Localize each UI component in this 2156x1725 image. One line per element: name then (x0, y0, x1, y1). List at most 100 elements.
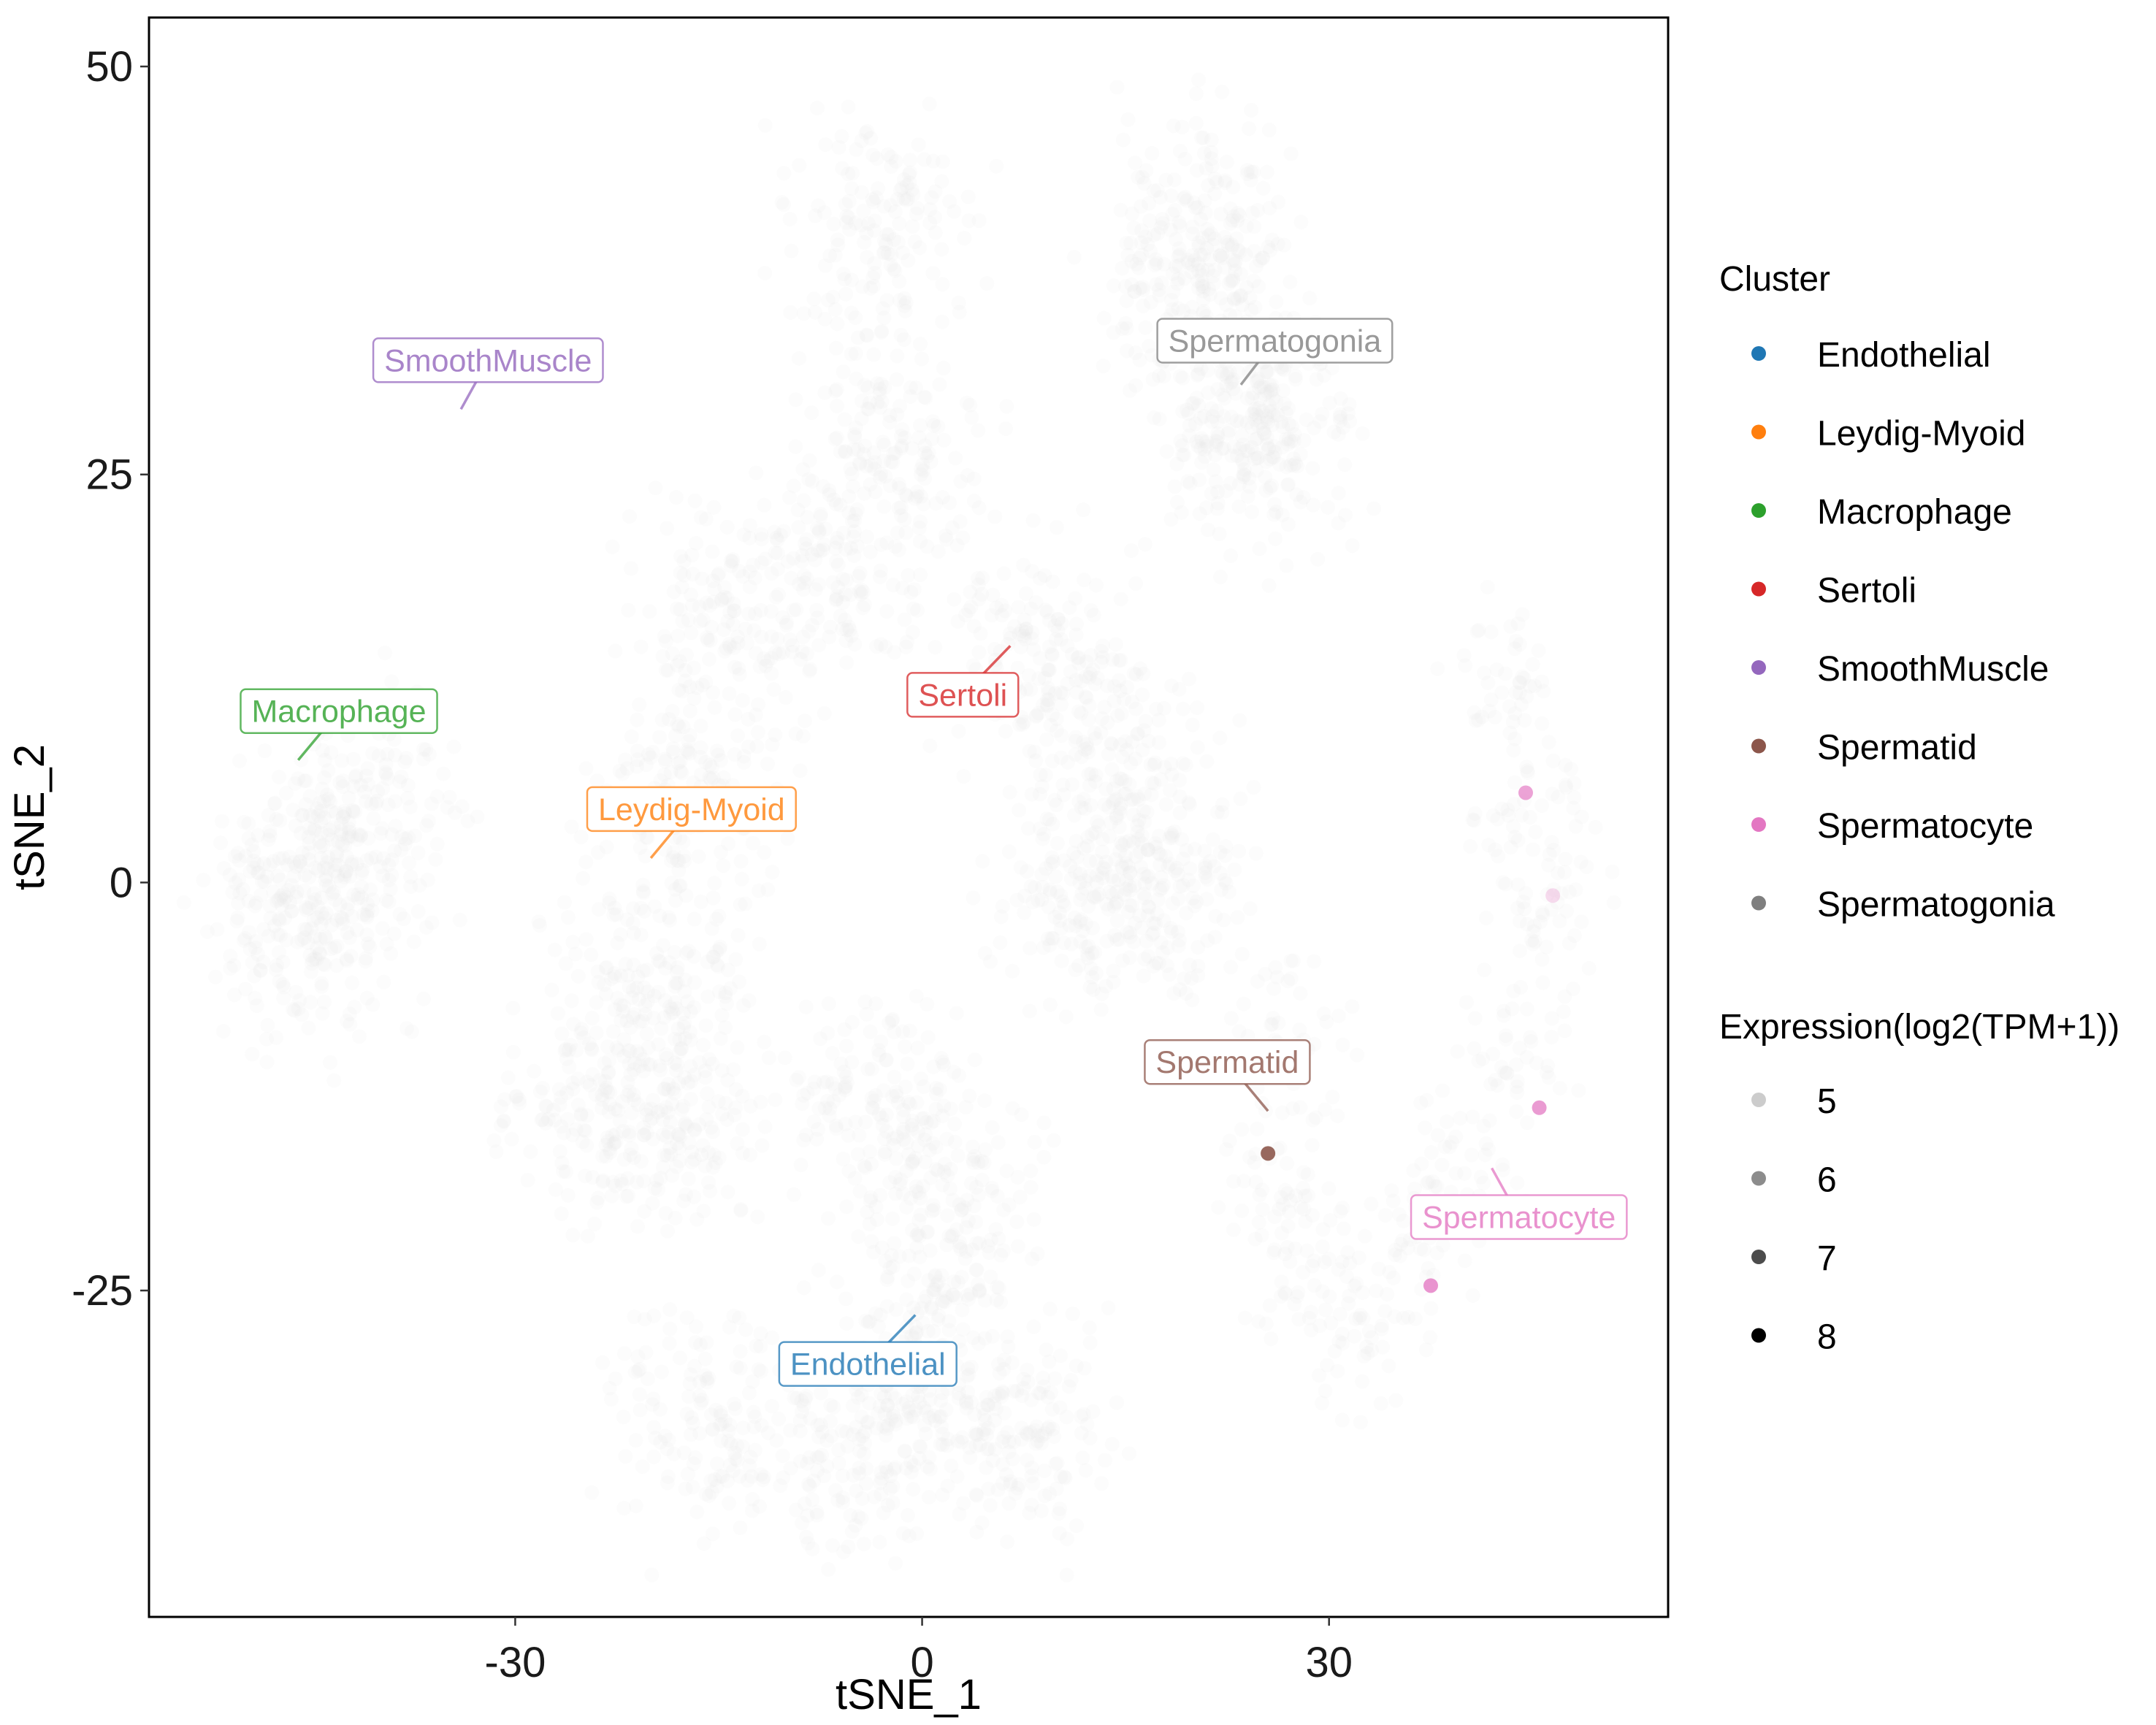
background-cell (749, 739, 765, 754)
background-cell (969, 1236, 985, 1251)
background-cell (1068, 918, 1083, 933)
background-cell (1275, 1197, 1291, 1212)
background-cell (1087, 945, 1103, 960)
background-cell (1115, 261, 1130, 276)
background-cell (1020, 1453, 1035, 1468)
background-cell (795, 630, 811, 645)
background-cell (738, 1322, 754, 1337)
background-cell (247, 968, 261, 984)
background-cell (917, 1293, 932, 1309)
background-cell (819, 1074, 835, 1090)
background-cell (1531, 643, 1546, 658)
background-cell (297, 930, 312, 945)
background-cell (909, 1240, 925, 1255)
background-cell (1254, 1228, 1269, 1243)
background-cell (1552, 1081, 1567, 1096)
background-cell (791, 1070, 806, 1085)
background-cell (1001, 1445, 1017, 1460)
background-cell (811, 1429, 827, 1445)
background-cell (1282, 1204, 1297, 1220)
background-cell (377, 645, 392, 660)
background-cell (706, 1160, 721, 1175)
background-cell (748, 646, 763, 661)
background-cell (899, 1163, 914, 1179)
background-cell (1150, 226, 1166, 241)
background-cell (747, 570, 762, 586)
background-cell (1118, 835, 1134, 850)
background-cell (343, 869, 358, 884)
background-cell (300, 935, 316, 950)
background-cell (885, 1011, 901, 1027)
background-cell (1263, 451, 1278, 467)
background-cell (1055, 686, 1071, 701)
background-cell (1345, 538, 1360, 554)
background-cell (625, 1010, 641, 1025)
background-cell (292, 993, 307, 1008)
background-cell (1335, 1037, 1350, 1052)
background-cell (419, 818, 434, 833)
background-cell (714, 1416, 729, 1431)
background-cell (936, 1164, 952, 1179)
background-cell (1263, 385, 1278, 400)
background-cell (1112, 771, 1128, 787)
background-cell (923, 1170, 939, 1185)
background-cell (822, 630, 837, 645)
background-cell (726, 596, 741, 611)
background-cell (535, 1080, 550, 1095)
background-cell (1146, 916, 1161, 931)
background-cell (1342, 413, 1358, 429)
background-cell (928, 1086, 944, 1101)
background-cell (876, 499, 892, 514)
background-cell (1148, 839, 1163, 854)
background-cell (672, 654, 687, 669)
background-cell (1539, 939, 1554, 955)
background-cell (959, 1401, 974, 1416)
legend-expression-title: Expression(log2(TPM+1)) (1719, 1008, 2119, 1047)
background-cell (1280, 437, 1296, 451)
cluster-label-spermatocyte: Spermatocyte (1422, 1201, 1616, 1236)
plot-panel-border (148, 16, 1670, 1618)
background-cell (998, 421, 1014, 437)
background-cell (704, 921, 719, 936)
background-cell (841, 619, 857, 635)
background-cell (619, 1189, 634, 1204)
background-cell (804, 405, 819, 421)
background-cell (347, 1000, 362, 1014)
background-cell (334, 827, 349, 842)
background-cell (1283, 146, 1299, 161)
background-cell (633, 900, 649, 916)
background-cell (1288, 456, 1303, 471)
background-cell (660, 1475, 675, 1491)
background-cell (684, 548, 700, 562)
background-cell (1104, 735, 1119, 751)
background-cell (953, 474, 968, 489)
background-cell (1070, 651, 1085, 665)
background-cell (1197, 449, 1212, 464)
background-cell (861, 216, 876, 232)
background-cell (317, 957, 332, 972)
background-cell (1124, 543, 1139, 558)
background-cell (763, 651, 779, 666)
background-cell (1210, 484, 1226, 500)
background-cell (847, 429, 863, 445)
background-cell (648, 1431, 663, 1445)
background-cell (740, 1473, 755, 1488)
background-cell (1315, 1222, 1331, 1237)
background-cell (703, 598, 717, 613)
background-cell (954, 1434, 969, 1450)
background-cell (327, 863, 343, 879)
background-cell (632, 1402, 648, 1418)
background-cell (1190, 700, 1205, 715)
background-cell (1418, 1120, 1432, 1136)
background-cell (1163, 757, 1179, 771)
background-cell (282, 849, 297, 865)
background-cell (1245, 205, 1260, 221)
background-cell (1132, 352, 1147, 367)
background-cell (754, 1418, 769, 1433)
background-cell (666, 1446, 681, 1461)
background-cell (968, 1439, 984, 1454)
background-cell (955, 1302, 970, 1317)
background-cell (1039, 697, 1055, 712)
background-cell (646, 1391, 661, 1407)
background-cell (898, 487, 913, 502)
